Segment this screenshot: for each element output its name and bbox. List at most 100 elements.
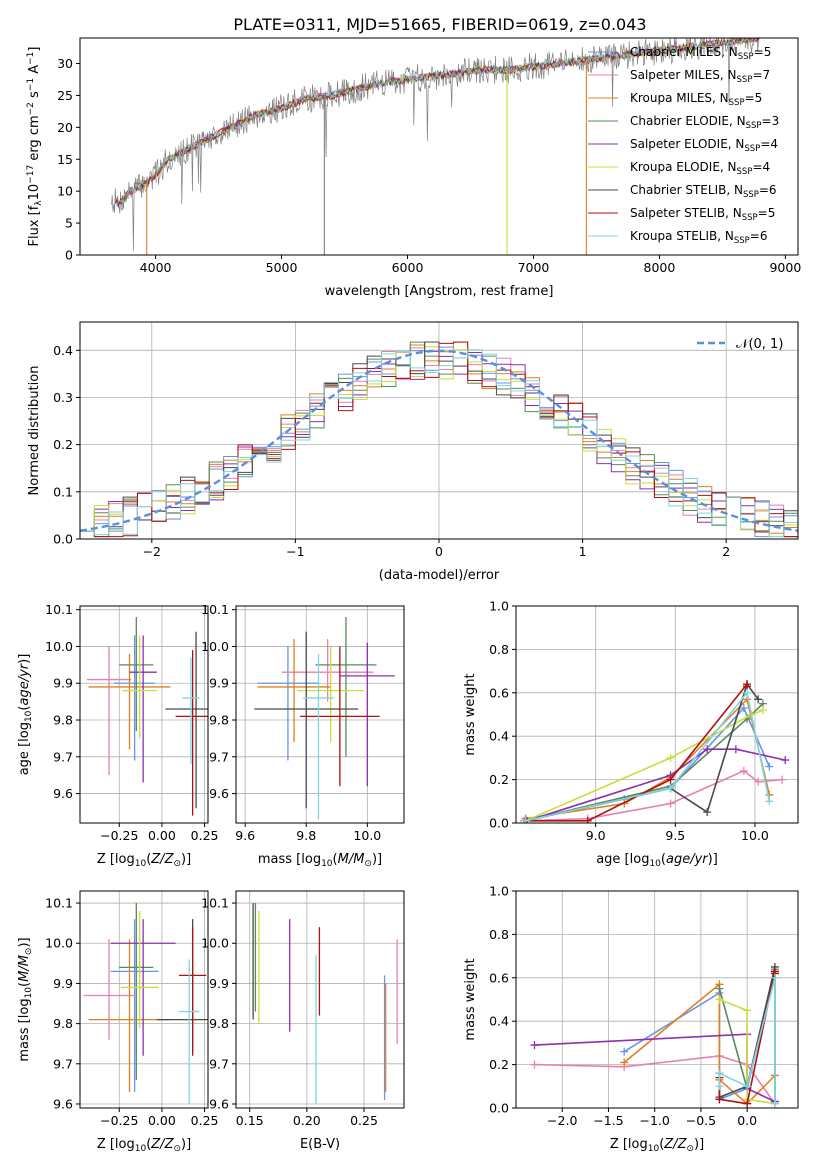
x-tick-label: 9000 [769,260,801,275]
axes-spine [79,605,209,824]
label-part: 10 [24,987,34,999]
label-part: (data-model)/error [379,568,500,583]
ebv-mass-panel: 0.15 0.20 0.25 9.6 9.7 9.8 9.9 10.0 10.1 E(B-V) [201,890,405,1152]
y-tick-label: 10 [57,184,73,199]
legend-tail: =4 [752,160,770,174]
label-part: 10 [648,1144,660,1154]
label-part: −17 [26,165,36,184]
weight-line [525,709,764,822]
x-axis-label: wavelength [Angstrom, rest frame] [325,284,554,299]
y-tick-label: 0.4 [489,1014,509,1029]
label-part: ⊙ [173,1144,181,1154]
axes-spine [235,605,405,824]
weight-line [525,697,771,820]
weight-marker [715,984,724,993]
plot-area [86,617,208,816]
y-axis-label: mass [log10(M/M⊙)] [17,937,34,1061]
label-part: Z/Z [150,852,174,867]
axes-frame: 0.15 0.20 0.25 9.6 9.7 9.8 9.9 10.0 10.1 [201,890,405,1128]
label-part: ] [27,47,42,52]
x-axis-label: E(B-V) [300,1137,340,1152]
label-part: 10 [24,710,34,722]
y-tick-label: 9.9 [53,976,73,991]
legend-sub: SSP [729,98,745,108]
legend-text: Kroupa ELODIE, N [630,160,737,174]
label-part: wavelength [Angstrom, rest frame] [325,284,554,299]
y-tick-label: 0.8 [489,927,509,942]
label-part: −1 [26,78,36,91]
x-tick-label: 0.0 [737,1113,757,1128]
weight-marker [739,703,748,712]
x-tick-label: 7000 [518,260,550,275]
legend-text: Salpeter STELIB, N [630,206,742,220]
legend-label: Salpeter MILES, NSSP=7 [630,68,770,85]
legend-label: 𝒩(0, 1) [736,337,783,352]
y-tick-label: 10.1 [45,602,73,617]
y-tick-label: 9.6 [209,1096,229,1111]
legend-sub: SSP [744,144,760,154]
weight-marker [731,745,740,754]
x-axis-label: mass [log10(M/M⊙)] [258,852,382,869]
x-tick-label: 0.15 [236,1113,264,1128]
axes-frame: 9.6 9.8 10.0 9.6 9.7 9.8 9.9 10.0 10.1 [201,602,405,843]
label-part: Z [log [97,1137,135,1152]
model-line [114,38,757,208]
label-part: s [27,91,42,102]
x-axis-label: Z [log10(Z/Z⊙)] [97,852,191,869]
y-tick-label: 1.0 [489,884,509,899]
plot-area [252,903,398,1104]
y-tick-label: 9.6 [53,1096,73,1111]
axes-frame: −2 −1 0 1 2 0.0 0.1 0.2 0.3 0.4 [53,321,799,559]
label-part: M/M [338,852,365,867]
y-tick-label: 10.1 [201,896,229,911]
legend-text: Chabrier STELIB, N [630,183,743,197]
legend-text: Chabrier MILES, N [630,45,738,59]
axes-frame: 9.0 9.5 10.0 0.0 0.2 0.4 0.6 0.8 1.0 [489,599,799,843]
label-part: ( [333,852,338,867]
weight-marker [666,753,675,762]
x-tick-label: 0.00 [148,1113,176,1128]
residuals-panel: −2 −1 0 1 2 0.0 0.1 0.2 0.3 0.4 𝒩(0, 1) (data-model… [27,321,799,583]
y-tick-label: 0.2 [53,437,73,452]
x-tick-label: 10.0 [741,828,769,843]
label-part: E(B-V) [300,1137,340,1152]
label-part: )] [694,1137,704,1152]
label-part: 10 [27,184,42,201]
label-part: erg cm [27,115,42,164]
y-tick-label: 10.0 [45,639,73,654]
weight-marker [743,1099,752,1108]
y-tick-label: 9.7 [209,1056,229,1071]
figure-title: PLATE=0311, MJD=51665, FIBERID=0619, z=0… [233,15,646,34]
weight-marker [754,777,763,786]
y-tick-label: 9.9 [209,976,229,991]
weight-line [523,769,783,822]
label-part: ⊙ [686,1144,694,1154]
label-part: ⊙ [24,948,34,956]
weight-line [525,681,748,822]
legend-label: Chabrier ELODIE, NSSP=3 [630,114,779,131]
label-part: age [log [596,852,649,867]
label-part: 10 [649,859,661,869]
axes-spine [515,605,799,824]
legend-text: Chabrier ELODIE, N [630,114,746,128]
weight-marker [715,1082,724,1091]
label-part: )] [17,654,32,664]
x-tick-label: −1 [286,544,304,559]
label-part: 10 [321,859,333,869]
label-part: −1 [26,52,36,65]
x-tick-label: −0.25 [100,1113,138,1128]
x-tick-label: 9.0 [586,828,606,843]
legend: 𝒩(0, 1) [697,337,783,352]
legend-tail: =5 [754,45,772,59]
y-tick-label: 9.7 [53,1056,73,1071]
legend-sub: SSP [737,75,753,85]
y-tick-label: 20 [57,120,73,135]
plot-area [111,38,760,255]
y-axis-label: age [log10(age/yr)] [17,654,34,776]
axes-spine [515,890,799,1109]
weight-marker [758,706,767,715]
plot-area [519,680,790,823]
legend-text: Salpeter MILES, N [630,68,737,82]
axes-frame: −0.25 0.00 0.25 9.6 9.7 9.8 9.9 10.0 10.1 [45,602,218,843]
y-tick-label: 9.6 [53,786,73,801]
